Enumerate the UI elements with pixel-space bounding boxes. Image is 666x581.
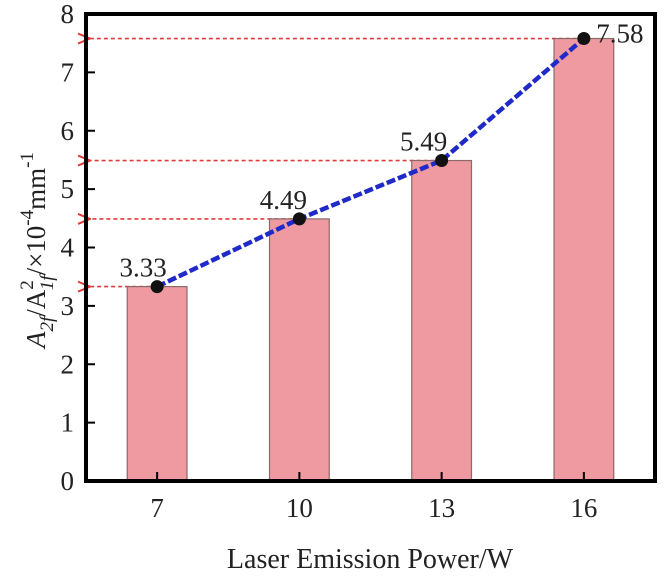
bars <box>126 37 615 482</box>
point-13 <box>435 154 449 168</box>
point-16 <box>577 32 591 46</box>
y-label-unit: mm <box>21 168 51 210</box>
y-tick-label-3: 3 <box>61 291 75 321</box>
axis-ticks: 0 1 2 3 4 5 6 7 8 7 10 13 16 <box>61 0 598 523</box>
bar-7 <box>126 286 188 482</box>
y-tick-label-6: 6 <box>61 116 75 146</box>
x-tick-label-7: 7 <box>150 493 164 523</box>
bar-13 <box>411 159 473 482</box>
point-10 <box>292 212 306 226</box>
point-7 <box>150 280 164 294</box>
data-label-10: 4.49 <box>260 185 307 215</box>
bar-10 <box>268 218 330 482</box>
data-label-16: 7.58 <box>596 19 643 49</box>
x-tick-label-16: 16 <box>570 493 597 523</box>
x-tick-label-10: 10 <box>286 493 313 523</box>
y-label-a-sub: 2f <box>37 314 58 332</box>
y-label-div: /A <box>21 289 51 317</box>
y-tick-label-8: 8 <box>61 0 75 29</box>
y-axis-label: A2f/A21f/×10-4mm-1 <box>17 152 58 350</box>
data-label-7: 3.33 <box>120 253 167 283</box>
data-label-13: 5.49 <box>400 127 447 157</box>
bar-16 <box>553 37 615 482</box>
y-tick-label-2: 2 <box>61 349 75 379</box>
x-tick-label-13: 13 <box>428 493 455 523</box>
y-tick-label-0: 0 <box>61 466 75 496</box>
data-labels: 3.33 4.49 5.49 7.58 <box>120 19 644 283</box>
y-label-sup: 2 <box>17 280 38 290</box>
y-label-sub: 1f <box>37 273 58 291</box>
y-label-unit-exp: -1 <box>17 152 38 168</box>
reference-arrows <box>90 39 584 287</box>
y-tick-label-7: 7 <box>61 57 75 87</box>
trend-line-path <box>156 36 586 289</box>
y-label-a: A <box>21 331 51 350</box>
trend-line <box>150 32 591 294</box>
y-tick-label-5: 5 <box>61 174 75 204</box>
y-label-mid: /×10 <box>21 226 51 276</box>
y-label-exp: -4 <box>17 209 38 225</box>
x-axis-label: Laser Emission Power/W <box>227 544 514 575</box>
y-tick-label-4: 4 <box>61 233 75 263</box>
y-tick-label-1: 1 <box>61 408 75 438</box>
